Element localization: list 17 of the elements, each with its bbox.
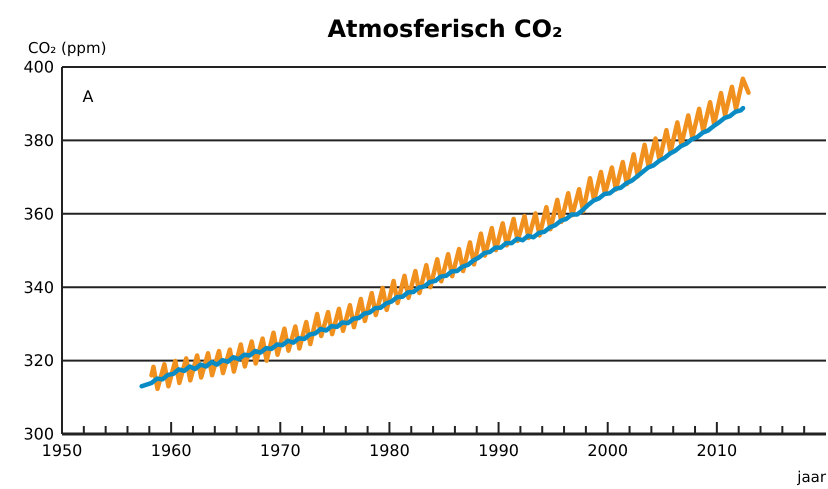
x-axis-title: jaar: [796, 468, 827, 486]
y-tick-label: 300: [23, 424, 54, 444]
chart-title: Atmosferisch CO₂: [327, 15, 563, 43]
y-axis-title: CO₂ (ppm): [28, 39, 106, 57]
y-tick-label: 360: [23, 204, 54, 224]
y-tick-label: 320: [23, 351, 54, 370]
y-tick-label: 380: [23, 131, 54, 150]
x-tick-label: 2010: [696, 441, 738, 460]
x-tick-label: 2000: [587, 441, 628, 460]
x-tick-label: 1960: [150, 441, 192, 460]
x-tick-label: 1970: [260, 441, 301, 460]
y-tick-label: 400: [23, 58, 54, 77]
annotation: A: [82, 87, 94, 106]
y-tick-label: 340: [23, 278, 54, 297]
x-tick-label: 1990: [478, 441, 519, 460]
x-tick-label: 1980: [369, 441, 410, 460]
x-tick-label: 1950: [42, 441, 82, 460]
